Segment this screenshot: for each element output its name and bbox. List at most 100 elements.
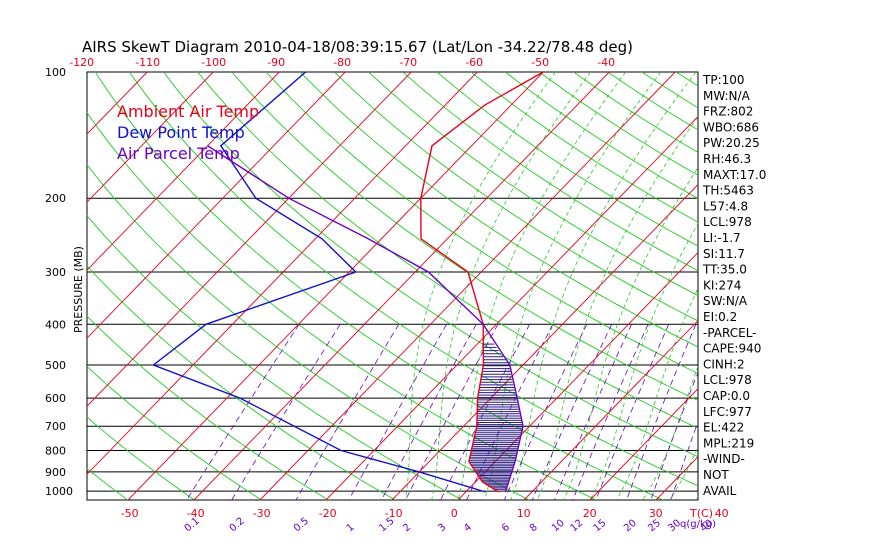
dry-adiabat-350	[265, 72, 698, 374]
isotherm-50	[788, 72, 870, 500]
top-temp-label-5: -70	[399, 56, 417, 69]
isotherm--80	[87, 72, 346, 339]
moist-adiabat-24	[616, 287, 698, 500]
moist-adiabat--8	[404, 72, 556, 500]
top-temp-label-8: -40	[597, 56, 615, 69]
index-item: LCL:978	[703, 215, 752, 229]
dry-adiabat-230	[87, 416, 195, 500]
pressure-tick-label-3: 400	[45, 318, 66, 331]
chart-title: AIRS SkewT Diagram 2010-04-18/08:39:15.6…	[82, 38, 633, 56]
index-item: -PARCEL-	[703, 326, 757, 340]
top-temp-label-3: -90	[267, 56, 285, 69]
mixing-ratio-label-14: 25	[646, 518, 663, 535]
moist-adiabat-0	[457, 72, 627, 500]
dry-adiabat-300	[94, 72, 664, 500]
isotherm--20	[325, 115, 698, 500]
index-item: MW:N/A	[703, 89, 751, 103]
bottom-temp-label-2: -30	[253, 507, 271, 520]
moist-adiabat-32	[668, 446, 698, 500]
legend-dew-point-temp: Dew Point Temp	[117, 123, 245, 142]
legend-ambient-air-temp: Ambient Air Temp	[117, 102, 259, 121]
dry-adiabat-380	[368, 72, 698, 297]
mixing-ratio-line-0	[186, 324, 300, 500]
dry-adiabats	[87, 72, 698, 500]
index-item: AVAIL	[703, 484, 737, 498]
x-axis-label: T(C)	[689, 507, 713, 520]
series-line-1	[151, 72, 486, 493]
bottom-temp-label-8: 30	[649, 507, 663, 520]
dry-adiabat-280	[87, 163, 530, 500]
index-item: TP:100	[702, 73, 745, 87]
pressure-tick-label-2: 300	[45, 266, 66, 279]
moist-adiabat-12	[536, 116, 698, 500]
mixing-ratio-line-1	[231, 324, 341, 500]
legend-air-parcel-temp: Air Parcel Temp	[117, 144, 240, 163]
index-item: WBO:686	[703, 120, 759, 134]
index-item: CAPE:940	[703, 342, 761, 356]
isotherm-30	[655, 456, 698, 500]
bottom-temp-label-0: -50	[121, 507, 139, 520]
isotherm--60	[87, 72, 478, 475]
index-item: MAXT:17.0	[703, 168, 766, 182]
pressure-tick-label-4: 500	[45, 359, 66, 372]
mixing-ratio-label-1: 0.2	[228, 516, 247, 535]
isotherm-0	[457, 251, 698, 500]
dry-adiabat-240	[87, 365, 262, 500]
bottom-temp-label-5: 0	[451, 507, 458, 520]
mixing-ratio-label-13: 20	[622, 518, 639, 535]
index-item: FRZ:802	[703, 105, 753, 119]
mixing-ratio-label-7: 4	[462, 522, 474, 535]
dry-adiabat-360	[299, 72, 698, 348]
sounding-profiles	[151, 72, 544, 493]
pressure-tick-label-5: 600	[45, 392, 66, 405]
dry-adiabat-340	[231, 72, 698, 401]
index-item: TH:5463	[702, 184, 754, 198]
top-temp-label-7: -50	[531, 56, 549, 69]
isotherm--130	[0, 72, 15, 500]
mixing-ratio-line-10	[554, 324, 632, 500]
index-item: CINH:2	[703, 357, 745, 371]
isotherm--40	[193, 72, 610, 500]
bottom-temp-label-4: -10	[385, 507, 403, 520]
mixing-ratio-label-11: 12	[568, 518, 585, 535]
legend: Ambient Air Temp Dew Point Temp Air Parc…	[117, 102, 259, 163]
mixing-ratio-label-6: 3	[436, 522, 448, 535]
isotherm--100	[87, 72, 214, 203]
mixing-ratio-line-2	[295, 324, 400, 500]
bottom-temp-label-1: -40	[187, 507, 205, 520]
isotherm--50	[127, 72, 544, 500]
dry-adiabat-260	[87, 265, 396, 500]
index-item: LI:-1.7	[703, 231, 741, 245]
top-temp-label-6: -60	[465, 56, 483, 69]
pressure-tick-label-7: 800	[45, 445, 66, 458]
pressure-tick-label-6: 700	[45, 420, 66, 433]
mixing-ratio-line-11	[572, 324, 649, 500]
isotherms	[0, 72, 870, 500]
dry-adiabat-220	[87, 467, 128, 500]
dry-adiabat-390	[402, 72, 698, 272]
moist-adiabat-20	[589, 222, 698, 500]
isotherm--10	[391, 183, 698, 500]
pressure-tick-label-9: 1000	[45, 485, 73, 498]
pressure-tick-label-0: 100	[45, 66, 66, 79]
series-line-2	[207, 145, 524, 493]
mixing-ratio-unit-label: q(g/kg)	[680, 519, 716, 530]
dry-adiabat-270	[87, 215, 463, 500]
mixing-ratio-label-10: 10	[550, 518, 567, 535]
mixing-ratio-label-12: 15	[592, 518, 609, 535]
index-item: EL:422	[703, 421, 744, 435]
index-item: CAP:0.0	[703, 389, 750, 403]
mixing-ratio-label-5: 2	[401, 522, 413, 535]
mixing-ratio-line-6	[440, 324, 530, 500]
dry-adiabat-250	[87, 315, 329, 500]
moist-adiabat--4	[431, 72, 591, 500]
isotherm-20	[589, 388, 698, 500]
pressure-tick-label-8: 900	[45, 466, 66, 479]
mixing-ratio-line-4	[381, 324, 477, 500]
mixing-ratio-label-8: 6	[500, 522, 512, 535]
index-item: MPL:219	[703, 436, 754, 450]
moist-adiabat-8	[510, 72, 697, 500]
mixing-ratio-label-9: 8	[528, 522, 540, 535]
